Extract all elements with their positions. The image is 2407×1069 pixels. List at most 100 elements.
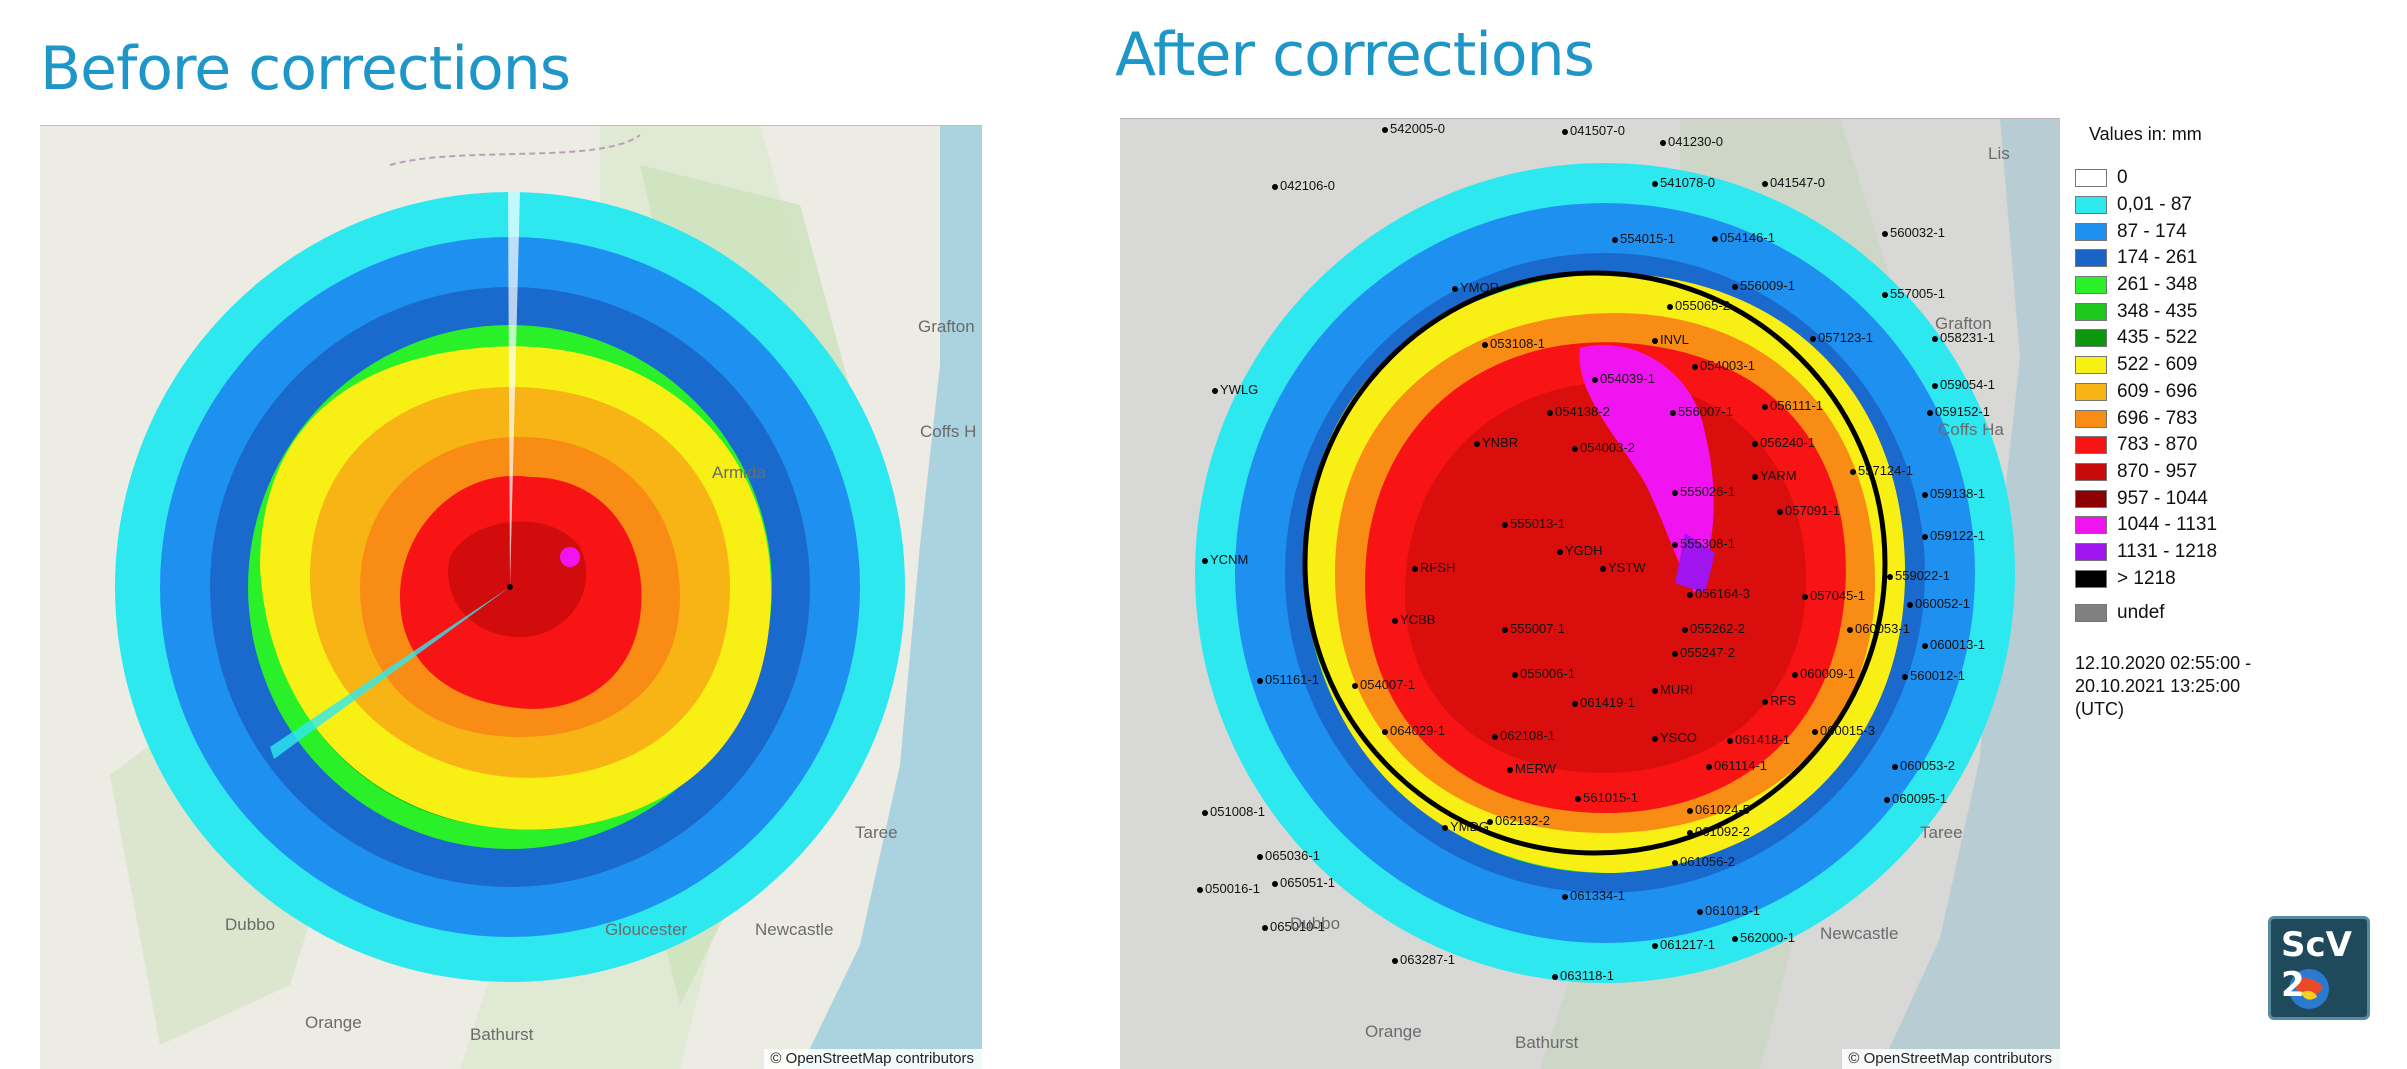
station-marker[interactable] xyxy=(1212,388,1218,394)
station-marker[interactable] xyxy=(1257,678,1263,684)
station-marker[interactable] xyxy=(1777,509,1783,515)
station-marker[interactable] xyxy=(1600,566,1606,572)
station-marker[interactable] xyxy=(1197,887,1203,893)
station-marker[interactable] xyxy=(1752,474,1758,480)
station-marker[interactable] xyxy=(1652,943,1658,949)
station-marker[interactable] xyxy=(1762,699,1768,705)
station-marker[interactable] xyxy=(1727,738,1733,744)
station-marker[interactable] xyxy=(1922,643,1928,649)
station-marker[interactable] xyxy=(1732,284,1738,290)
station-marker[interactable] xyxy=(1882,231,1888,237)
station-marker[interactable] xyxy=(1682,627,1688,633)
station-marker[interactable] xyxy=(1512,672,1518,678)
station-marker[interactable] xyxy=(1262,925,1268,931)
station-marker[interactable] xyxy=(1670,410,1676,416)
station-marker[interactable] xyxy=(1652,688,1658,694)
station-marker[interactable] xyxy=(1892,764,1898,770)
osm-attribution-after[interactable]: © OpenStreetMap contributors xyxy=(1842,1049,2060,1069)
station-marker[interactable] xyxy=(1847,627,1853,633)
station-marker[interactable] xyxy=(1932,336,1938,342)
station-marker[interactable] xyxy=(1452,286,1458,292)
legend-swatch xyxy=(2075,276,2107,295)
station-label: YMDG xyxy=(1450,819,1489,834)
station-marker[interactable] xyxy=(1922,534,1928,540)
station-marker[interactable] xyxy=(1652,736,1658,742)
station-marker[interactable] xyxy=(1507,767,1513,773)
station-marker[interactable] xyxy=(1692,364,1698,370)
station-marker[interactable] xyxy=(1552,974,1558,980)
station-marker[interactable] xyxy=(1712,236,1718,242)
station-marker[interactable] xyxy=(1272,184,1278,190)
station-label: 042106-0 xyxy=(1280,178,1335,193)
station-marker[interactable] xyxy=(1672,542,1678,548)
station-marker[interactable] xyxy=(1652,338,1658,344)
station-marker[interactable] xyxy=(1687,808,1693,814)
station-marker[interactable] xyxy=(1257,854,1263,860)
station-marker[interactable] xyxy=(1502,522,1508,528)
station-marker[interactable] xyxy=(1392,958,1398,964)
map-before-corrections[interactable]: Grafton Coffs H Armida Taree Dubbo Glouc… xyxy=(40,125,982,1069)
station-marker[interactable] xyxy=(1667,304,1673,310)
station-marker[interactable] xyxy=(1612,237,1618,243)
station-marker[interactable] xyxy=(1547,410,1553,416)
station-marker[interactable] xyxy=(1672,651,1678,657)
station-marker[interactable] xyxy=(1502,627,1508,633)
station-marker[interactable] xyxy=(1732,936,1738,942)
station-marker[interactable] xyxy=(1392,618,1398,624)
osm-attribution-before[interactable]: © OpenStreetMap contributors xyxy=(764,1049,982,1069)
station-marker[interactable] xyxy=(1562,894,1568,900)
station-marker[interactable] xyxy=(1762,181,1768,187)
station-marker[interactable] xyxy=(1850,469,1856,475)
station-marker[interactable] xyxy=(1902,674,1908,680)
station-marker[interactable] xyxy=(1706,764,1712,770)
legend-swatch xyxy=(2075,249,2107,268)
station-label: 555026-1 xyxy=(1680,484,1735,499)
station-marker[interactable] xyxy=(1887,574,1893,580)
station-marker[interactable] xyxy=(1492,734,1498,740)
station-marker[interactable] xyxy=(1572,446,1578,452)
station-marker[interactable] xyxy=(1884,797,1890,803)
station-marker[interactable] xyxy=(1572,701,1578,707)
station-marker[interactable] xyxy=(1352,683,1358,689)
legend-label: 261 - 348 xyxy=(2117,274,2198,296)
station-marker[interactable] xyxy=(1412,566,1418,572)
station-marker[interactable] xyxy=(1272,881,1278,887)
station-marker[interactable] xyxy=(1672,860,1678,866)
station-marker[interactable] xyxy=(1882,292,1888,298)
station-marker[interactable] xyxy=(1382,127,1388,133)
legend-title: Values in: mm xyxy=(2089,124,2202,144)
station-marker[interactable] xyxy=(1932,383,1938,389)
station-marker[interactable] xyxy=(1762,404,1768,410)
station-marker[interactable] xyxy=(1792,672,1798,678)
station-label: 061114-1 xyxy=(1714,758,1768,773)
map-after-corrections[interactable]: 542005-0 041507-0 041230-0 042106-0 541078-0… xyxy=(1120,118,2060,1069)
station-marker[interactable] xyxy=(1482,342,1488,348)
station-marker[interactable] xyxy=(1202,810,1208,816)
station-marker[interactable] xyxy=(1907,602,1913,608)
station-marker[interactable] xyxy=(1557,549,1563,555)
station-marker[interactable] xyxy=(1687,592,1693,598)
station-marker[interactable] xyxy=(1202,558,1208,564)
station-marker[interactable] xyxy=(1922,492,1928,498)
station-marker[interactable] xyxy=(1752,441,1758,447)
station-marker[interactable] xyxy=(1672,490,1678,496)
legend-item: 174 - 261 xyxy=(2075,245,2325,272)
station-marker[interactable] xyxy=(1592,377,1598,383)
station-marker[interactable] xyxy=(1652,181,1658,187)
station-marker[interactable] xyxy=(1487,819,1493,825)
station-marker[interactable] xyxy=(1802,594,1808,600)
station-marker[interactable] xyxy=(1575,796,1581,802)
station-marker[interactable] xyxy=(1697,909,1703,915)
station-marker[interactable] xyxy=(1474,441,1480,447)
station-marker[interactable] xyxy=(1660,140,1666,146)
town-orange: Orange xyxy=(305,1013,362,1032)
station-marker[interactable] xyxy=(1687,830,1693,836)
legend-label-undef: undef xyxy=(2117,602,2165,624)
legend-swatch xyxy=(2075,489,2107,508)
station-marker[interactable] xyxy=(1382,729,1388,735)
station-marker[interactable] xyxy=(1442,825,1448,831)
station-marker[interactable] xyxy=(1810,336,1816,342)
station-marker[interactable] xyxy=(1927,410,1933,416)
station-marker[interactable] xyxy=(1562,129,1568,135)
station-marker[interactable] xyxy=(1812,729,1818,735)
